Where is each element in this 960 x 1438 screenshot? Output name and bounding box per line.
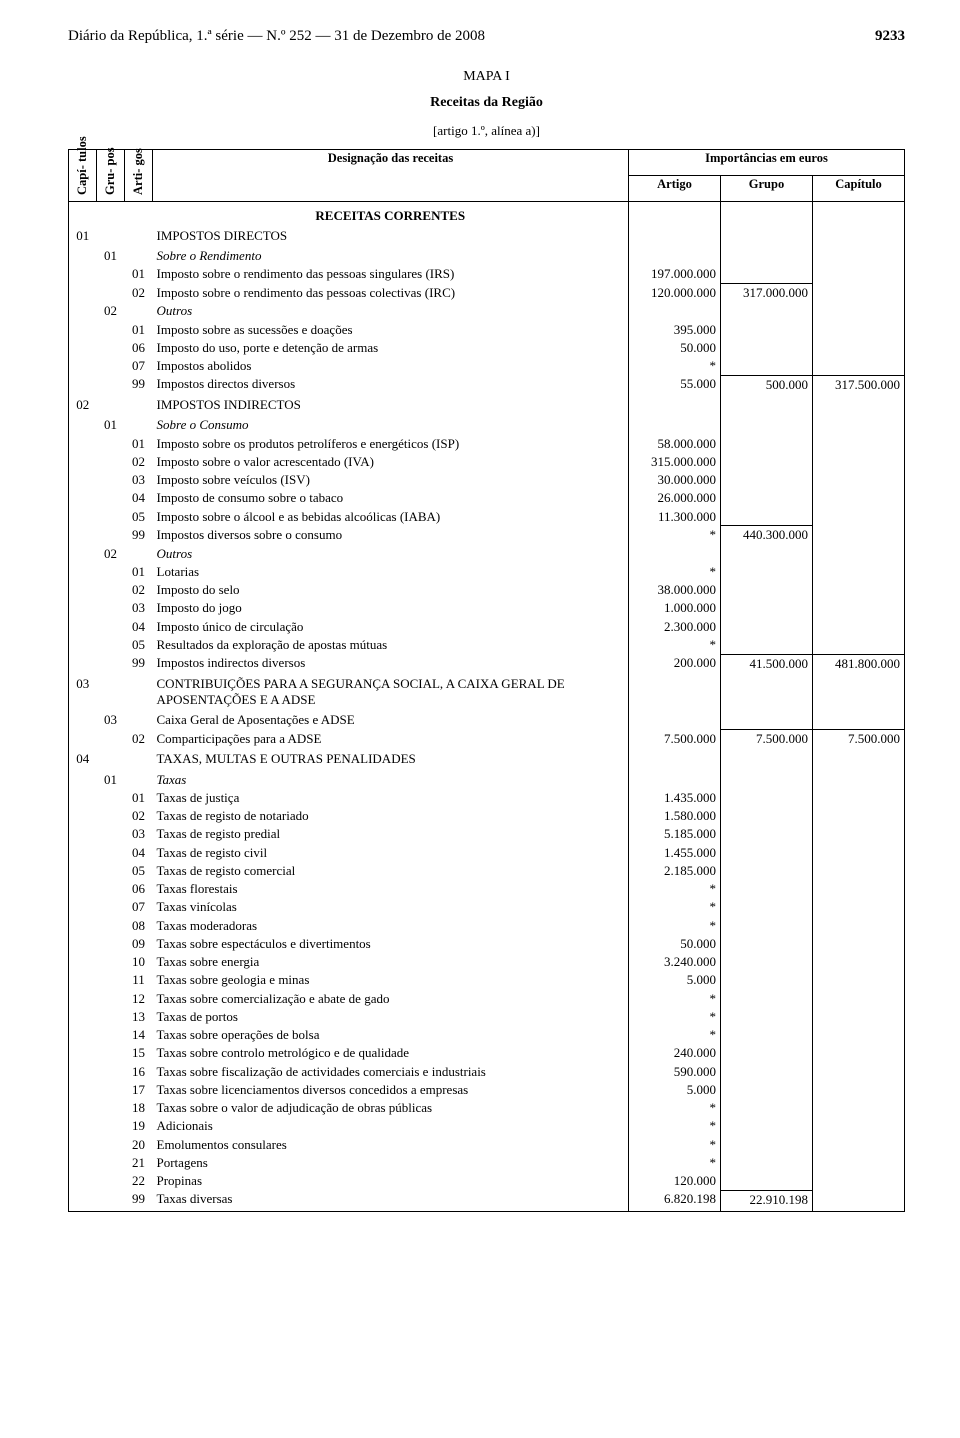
data-row: 17Taxas sobre licenciamentos diversos co… <box>69 1081 905 1099</box>
subtitle: Receitas da Região <box>68 95 905 111</box>
data-row: 14Taxas sobre operações de bolsa* <box>69 1026 905 1044</box>
data-row: 02Taxas de registo de notariado1.580.000 <box>69 807 905 825</box>
th-capitulo: Capítulo <box>813 175 905 201</box>
data-row: 03Imposto sobre veículos (ISV)30.000.000 <box>69 471 905 489</box>
th-importancias: Importâncias em euros <box>629 150 905 176</box>
data-row: 03Imposto do jogo1.000.000 <box>69 599 905 617</box>
data-row: 07Impostos abolidos* <box>69 357 905 375</box>
data-row: 05Resultados da exploração de apostas mú… <box>69 636 905 654</box>
data-row: 20Emolumentos consulares* <box>69 1136 905 1154</box>
artigo-note: [artigo 1.º, alínea a)] <box>68 123 905 139</box>
chapter-row: 04TAXAS, MULTAS E OUTRAS PENALIDADES <box>69 750 905 768</box>
data-row: 16Taxas sobre fiscalização de actividade… <box>69 1063 905 1081</box>
data-row: 10Taxas sobre energia3.240.000 <box>69 953 905 971</box>
th-artigo: Artigo <box>629 175 721 201</box>
table-head: Capí- tulos Gru- pos Arti- gos Designaçã… <box>69 150 905 202</box>
finance-table: Capí- tulos Gru- pos Arti- gos Designaçã… <box>68 149 905 1212</box>
chapter-row: 02IMPOSTOS INDIRECTOS <box>69 396 905 414</box>
running-head-left: Diário da República, 1.ª série — N.º 252… <box>68 28 485 45</box>
data-row: 05Taxas de registo comercial2.185.000 <box>69 862 905 880</box>
data-row: 01Imposto sobre as sucessões e doações39… <box>69 321 905 339</box>
data-row: 05Imposto sobre o álcool e as bebidas al… <box>69 508 905 526</box>
chapter-row: 01IMPOSTOS DIRECTOS <box>69 227 905 245</box>
data-row: 18Taxas sobre o valor de adjudicação de … <box>69 1099 905 1117</box>
data-row: 01Imposto sobre os produtos petrolíferos… <box>69 435 905 453</box>
data-row: 99Impostos indirectos diversos200.00041.… <box>69 654 905 673</box>
group-row: 02Outros <box>69 545 905 563</box>
running-head: Diário da República, 1.ª série — N.º 252… <box>68 28 905 45</box>
data-row: 02Imposto sobre o rendimento das pessoas… <box>69 284 905 303</box>
data-row: 19Adicionais* <box>69 1117 905 1135</box>
data-row: 01Lotarias* <box>69 563 905 581</box>
data-row: 22Propinas120.000 <box>69 1172 905 1190</box>
data-row: 99Impostos diversos sobre o consumo*440.… <box>69 526 905 545</box>
data-row: 15Taxas sobre controlo metrológico e de … <box>69 1044 905 1062</box>
map-title: MAPA I <box>68 69 905 85</box>
page: Diário da República, 1.ª série — N.º 252… <box>0 0 960 1438</box>
data-row: 04Imposto único de circulação2.300.000 <box>69 618 905 636</box>
data-row: 99Impostos directos diversos55.000500.00… <box>69 375 905 394</box>
group-row: 03Caixa Geral de Aposentações e ADSE <box>69 711 905 729</box>
th-artigos: Arti- gos <box>125 150 153 202</box>
data-row: 04Imposto de consumo sobre o tabaco26.00… <box>69 489 905 507</box>
data-row: 03Taxas de registo predial5.185.000 <box>69 825 905 843</box>
data-row: 01Imposto sobre o rendimento das pessoas… <box>69 265 905 283</box>
th-designacao: Designação das receitas <box>153 150 629 202</box>
data-row: 02Comparticipações para a ADSE7.500.0007… <box>69 730 905 749</box>
group-row: 01Taxas <box>69 771 905 789</box>
th-capitulos: Capí- tulos <box>69 150 97 202</box>
data-row: 06Taxas florestais* <box>69 880 905 898</box>
data-row: 01Taxas de justiça1.435.000 <box>69 789 905 807</box>
group-row: 02Outros <box>69 302 905 320</box>
table-body: RECEITAS CORRENTES01IMPOSTOS DIRECTOS01S… <box>69 201 905 1212</box>
data-row: 13Taxas de portos* <box>69 1008 905 1026</box>
th-grupos: Gru- pos <box>97 150 125 202</box>
data-row: 21Portagens* <box>69 1154 905 1172</box>
data-row: 12Taxas sobre comercialização e abate de… <box>69 990 905 1008</box>
page-number: 9233 <box>875 28 905 45</box>
data-row: 07Taxas vinícolas* <box>69 898 905 916</box>
data-row: 02Imposto do selo38.000.000 <box>69 581 905 599</box>
data-row: 11Taxas sobre geologia e minas5.000 <box>69 971 905 989</box>
data-row: 08Taxas moderadoras* <box>69 917 905 935</box>
group-row: 01Sobre o Consumo <box>69 416 905 434</box>
th-grupo: Grupo <box>721 175 813 201</box>
data-row: 09Taxas sobre espectáculos e divertiment… <box>69 935 905 953</box>
group-row: 01Sobre o Rendimento <box>69 247 905 265</box>
chapter-row: 03CONTRIBUIÇÕES PARA A SEGURANÇA SOCIAL,… <box>69 675 905 710</box>
data-row: 04Taxas de registo civil1.455.000 <box>69 844 905 862</box>
data-row: 99Taxas diversas6.820.19822.910.198 <box>69 1190 905 1209</box>
data-row: 02Imposto sobre o valor acrescentado (IV… <box>69 453 905 471</box>
data-row: 06Imposto do uso, porte e detenção de ar… <box>69 339 905 357</box>
